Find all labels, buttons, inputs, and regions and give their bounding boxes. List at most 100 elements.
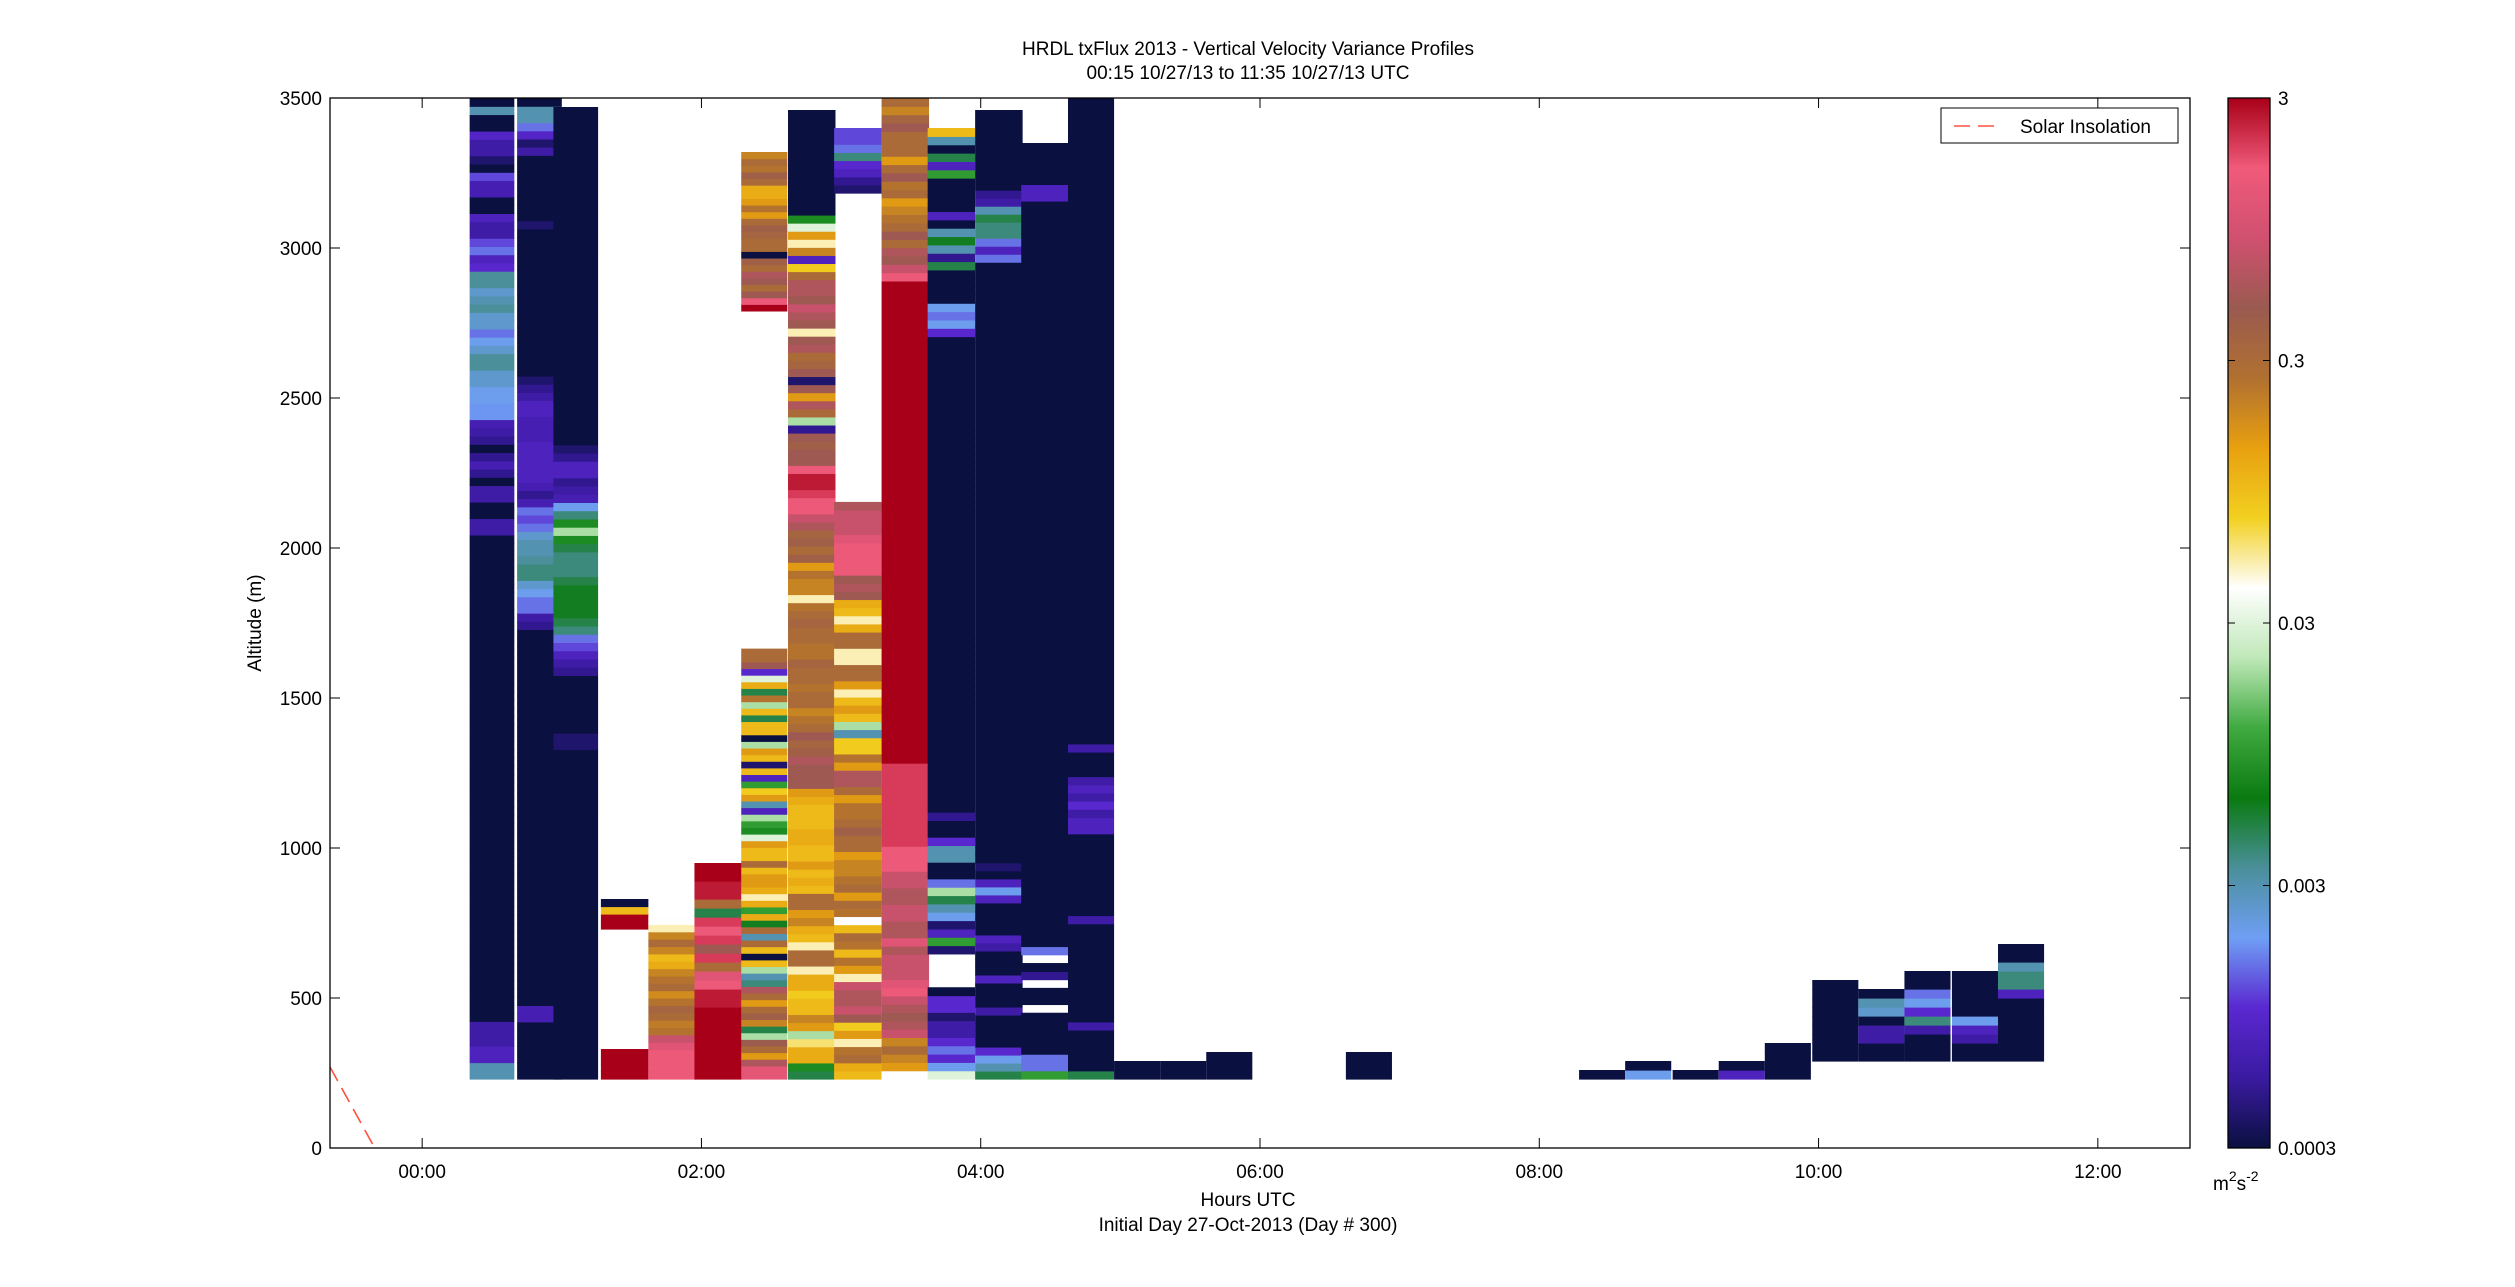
heatmap-cell [834,136,882,145]
heatmap-cell [1068,956,1115,966]
heatmap-cell [469,938,515,948]
heatmap-cell [975,518,1023,528]
heatmap-cell [517,989,562,998]
heatmap-cell [741,224,788,233]
heatmap-cell [469,353,515,363]
heatmap-cell [975,182,1023,191]
heatmap-cell [741,959,788,968]
heatmap-cell [469,246,515,256]
heatmap-cell [1021,946,1069,956]
heatmap-cell [881,372,930,382]
heatmap-cell [1068,768,1115,778]
heatmap-cell [553,312,599,322]
heatmap-cell [788,618,836,628]
y-axis: 0 500 1000 1500 2000 2500 3000 3500 [280,89,2190,1160]
heatmap-cell [553,527,599,536]
heatmap-cell [788,885,836,894]
heatmap-cell [1068,384,1115,393]
heatmap-cell [927,745,976,755]
heatmap-cell [741,747,788,756]
heatmap-cell [881,937,930,947]
heatmap-cell [975,150,1023,159]
heatmap-cell [694,1025,742,1035]
heatmap-cell [517,858,562,868]
heatmap-cell [1345,1061,1392,1071]
heatmap-cell [469,798,515,808]
heatmap-cell [834,501,882,511]
heatmap-cell [1904,1025,1951,1035]
heatmap-cell [469,386,515,396]
heatmap-cell [741,714,788,723]
heatmap-cell [1021,200,1069,210]
heatmap-cell [881,555,930,565]
heatmap-cell [1068,743,1115,753]
heatmap-cell [1021,515,1069,525]
heatmap-cell [1021,673,1069,682]
heatmap-cell [834,656,882,666]
heatmap-cell [553,642,599,652]
heatmap-cell [927,319,976,329]
heatmap-cell [927,995,976,1005]
heatmap-cell [975,1054,1023,1064]
heatmap-cell [1068,792,1115,802]
heatmap-cell [975,166,1023,175]
heatmap-cell [834,1046,882,1056]
y-tick-label: 2000 [280,539,322,560]
heatmap-cell [1206,1052,1253,1062]
heatmap-cell [881,330,930,340]
heatmap-cell [1068,940,1115,949]
heatmap-cell [975,526,1023,536]
heatmap-cell [834,875,882,885]
heatmap-cell [927,144,976,154]
heatmap-cell [741,1039,788,1047]
heatmap-cell [517,621,562,630]
heatmap-cell [469,971,515,981]
heatmap-cell [881,788,930,797]
heatmap-cell [553,189,599,199]
heatmap-cell [927,1020,976,1030]
heatmap-cell [469,839,515,849]
heatmap-cell [553,354,599,363]
heatmap-cell [975,198,1023,207]
heatmap-cell [881,912,930,922]
heatmap-cell [834,827,882,836]
heatmap-cell [927,361,976,371]
heatmap-cell [741,992,788,1001]
heatmap-cell [788,788,836,797]
heatmap-cell [469,130,515,140]
heatmap-cell [553,971,599,981]
heatmap-cell [741,840,788,848]
heatmap-cell [1021,341,1069,351]
heatmap-cell [553,1013,599,1022]
heatmap-cell [1021,1037,1069,1047]
heatmap-cell [553,222,599,232]
heatmap-cell [881,995,930,1005]
heatmap-cell [1068,1054,1115,1064]
heatmap-cell [927,795,976,805]
heatmap-cell [1998,1052,2045,1062]
heatmap-cell [553,922,599,932]
heatmap-cell [741,847,788,855]
heatmap-cell [975,726,1023,736]
heatmap-cell [1068,1005,1115,1015]
heatmap-cell [517,506,562,516]
heatmap-cell [834,1054,882,1064]
heatmap-cell [881,139,930,149]
heatmap-cell [1625,1061,1672,1071]
heatmap-cell [553,1004,599,1014]
heatmap-cell [1021,598,1069,608]
heatmap-cell [975,470,1023,479]
heatmap-cell [975,590,1023,600]
heatmap-cell [1858,1007,1905,1017]
heatmap-cell [517,915,562,925]
heatmap-cell [1998,971,2045,981]
heatmap-cell [1068,408,1115,418]
heatmap-cell [881,1020,930,1030]
heatmap-cell [1021,432,1069,442]
heatmap-cell [469,699,515,709]
heatmap-cell [553,205,599,215]
heatmap-cell [694,971,742,981]
heatmap-cell [834,916,882,926]
heatmap-cell [788,1006,836,1015]
heatmap-cell [648,931,696,940]
